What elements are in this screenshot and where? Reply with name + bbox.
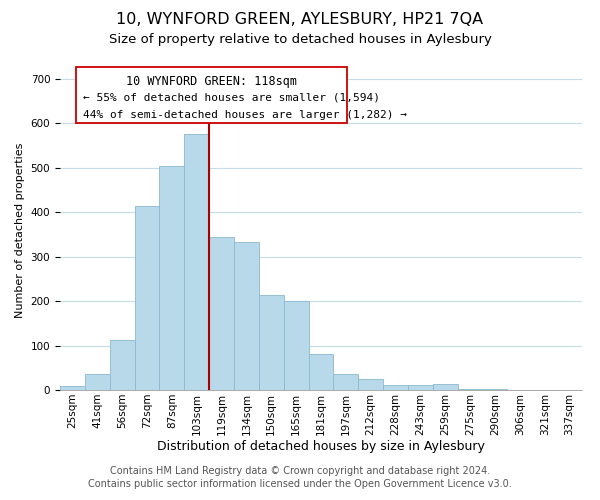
Bar	[383, 384, 408, 390]
Bar	[433, 384, 458, 390]
Bar	[184, 134, 209, 390]
Bar	[259, 296, 284, 390]
Text: Contains public sector information licensed under the Open Government Licence v3: Contains public sector information licen…	[88, 479, 512, 489]
Bar	[110, 340, 134, 390]
Bar	[160, 166, 184, 390]
Bar	[234, 242, 259, 390]
X-axis label: Distribution of detached houses by size in Aylesbury: Distribution of detached houses by size …	[157, 440, 485, 454]
Bar	[482, 389, 508, 390]
Y-axis label: Number of detached properties: Number of detached properties	[15, 142, 25, 318]
Bar	[85, 374, 110, 390]
Text: 10 WYNFORD GREEN: 118sqm: 10 WYNFORD GREEN: 118sqm	[126, 75, 297, 88]
Text: 10, WYNFORD GREEN, AYLESBURY, HP21 7QA: 10, WYNFORD GREEN, AYLESBURY, HP21 7QA	[116, 12, 484, 28]
Bar	[334, 374, 358, 390]
Bar	[358, 379, 383, 390]
Bar	[60, 386, 85, 390]
FancyBboxPatch shape	[76, 67, 347, 123]
Bar	[284, 301, 308, 390]
Text: 44% of semi-detached houses are larger (1,282) →: 44% of semi-detached houses are larger (…	[83, 110, 407, 120]
Bar	[308, 354, 334, 390]
Bar	[458, 388, 482, 390]
Bar	[408, 384, 433, 390]
Text: Contains HM Land Registry data © Crown copyright and database right 2024.: Contains HM Land Registry data © Crown c…	[110, 466, 490, 476]
Text: Size of property relative to detached houses in Aylesbury: Size of property relative to detached ho…	[109, 32, 491, 46]
Bar	[209, 237, 234, 390]
Text: ← 55% of detached houses are smaller (1,594): ← 55% of detached houses are smaller (1,…	[83, 92, 380, 102]
Bar	[134, 206, 160, 390]
